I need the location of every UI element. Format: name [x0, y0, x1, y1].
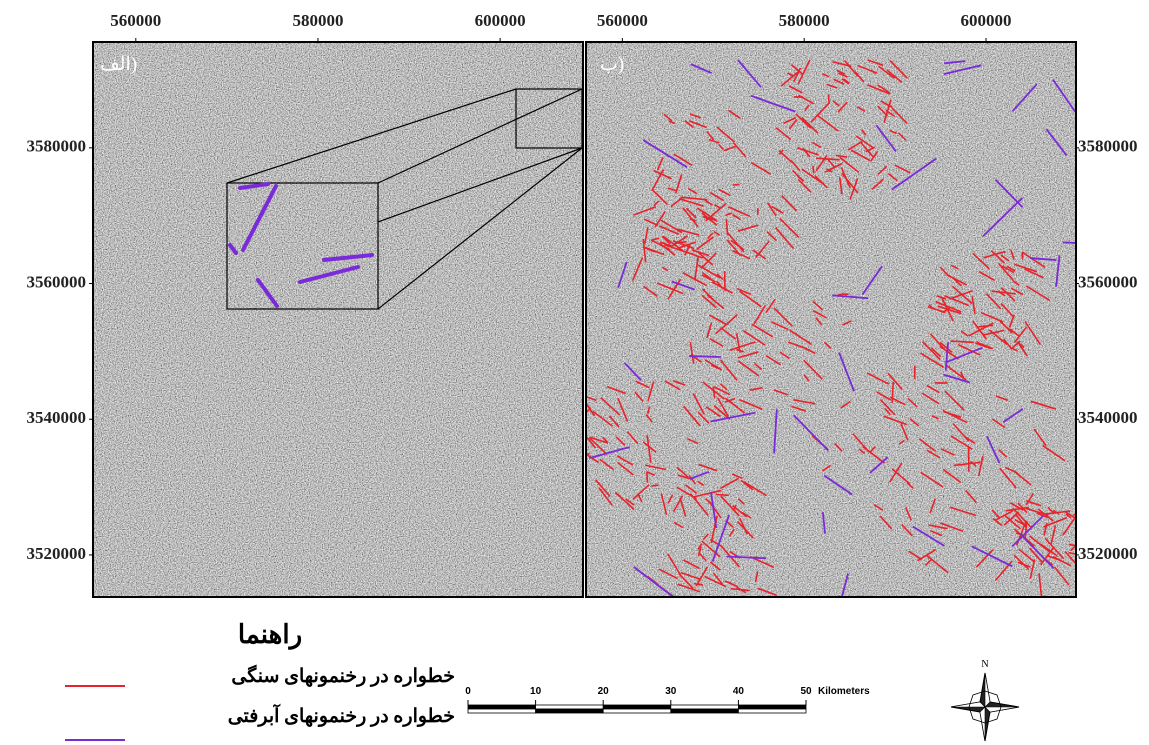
- x-tick-label: 560000: [597, 11, 648, 30]
- scale-segment: [468, 709, 536, 713]
- raster-left: [93, 42, 583, 597]
- legend-label: خطواره در رخنمونهای آبرفتی: [228, 703, 455, 727]
- lineament: [716, 494, 729, 495]
- scale-segment: [536, 709, 604, 713]
- y-tick-label: 3520000: [27, 544, 87, 563]
- scale-label: 20: [598, 686, 610, 697]
- lineament: [813, 166, 814, 174]
- legend-label: خطواره در رخنمونهای سنگی: [231, 664, 455, 687]
- scale-segment: [536, 705, 604, 709]
- lineament: [647, 473, 648, 483]
- scale-segment: [468, 705, 536, 709]
- lineament: [892, 382, 893, 403]
- scale-segment: [603, 709, 671, 713]
- scale-label: 50: [800, 686, 812, 697]
- lineament: [1087, 578, 1094, 579]
- lineament: [689, 356, 721, 357]
- lineament: [828, 95, 829, 104]
- y-tick-label: 3560000: [1078, 272, 1138, 291]
- north-arrow: [951, 673, 1019, 741]
- scale-segment: [738, 705, 806, 709]
- lineament: [1078, 571, 1086, 584]
- lineament: [733, 184, 740, 185]
- legend-title: راهنما: [238, 620, 302, 650]
- x-tick-label: 600000: [475, 11, 526, 30]
- scale-label: 10: [530, 686, 542, 697]
- y-tick-label: 3520000: [1078, 544, 1138, 563]
- y-tick-label: 3580000: [1078, 137, 1138, 156]
- lineament: [1079, 514, 1092, 519]
- north-label: N: [981, 659, 988, 670]
- scale-segment: [738, 709, 806, 713]
- panel-label: (الف: [100, 54, 137, 75]
- scale-segment: [671, 705, 739, 709]
- x-tick-label: 580000: [292, 11, 343, 30]
- scale-label: 30: [665, 686, 677, 697]
- scale-segment: [603, 705, 671, 709]
- y-tick-label: 3580000: [27, 137, 87, 156]
- y-tick-label: 3560000: [27, 272, 87, 291]
- map-figure: (الف (ب راهنما خطواره در رخنمونهای سنگی …: [0, 0, 1149, 745]
- x-tick-label: 580000: [779, 11, 830, 30]
- x-tick-label: 560000: [110, 11, 161, 30]
- x-tick-label: 600000: [961, 11, 1012, 30]
- lineament: [651, 485, 658, 486]
- scale-segment: [671, 709, 739, 713]
- scale-label: 0: [465, 686, 471, 697]
- y-tick-label: 3540000: [1078, 408, 1138, 427]
- scale-unit: Kilometers: [818, 686, 870, 697]
- y-tick-label: 3540000: [27, 408, 87, 427]
- panel-label: (ب: [600, 54, 624, 75]
- scale-label: 40: [733, 686, 745, 697]
